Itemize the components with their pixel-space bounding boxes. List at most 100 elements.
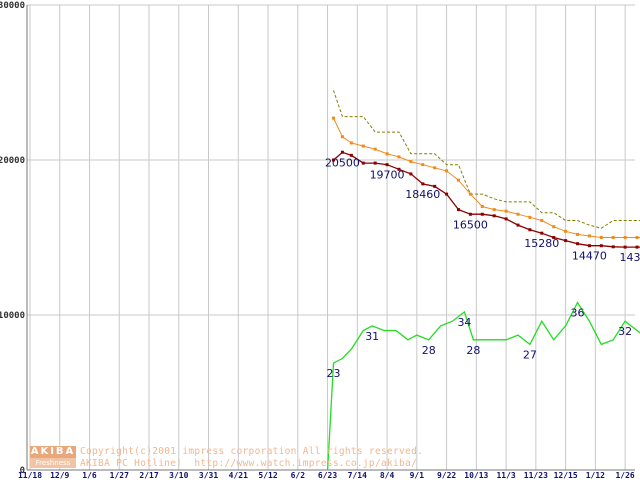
point-average: [385, 152, 389, 156]
y-tick-label: 10000: [0, 311, 25, 321]
series-lines: [326, 90, 640, 471]
point-average: [332, 116, 336, 120]
y-tick-label: 0: [20, 466, 25, 476]
point-min: [397, 167, 401, 171]
data-label: 31: [365, 330, 379, 343]
point-average: [504, 209, 508, 213]
point-min: [385, 163, 389, 167]
x-tick-label: 5/12: [258, 471, 277, 480]
point-average: [397, 155, 401, 159]
x-tick-label: 2/17: [139, 471, 158, 480]
point-min: [332, 158, 336, 162]
data-label: 28: [466, 344, 480, 357]
data-label: 19700: [370, 169, 405, 182]
point-min: [635, 245, 639, 249]
point-average: [599, 236, 603, 239]
point-average: [623, 236, 627, 239]
point-min: [409, 172, 413, 176]
x-axis-ticks: 11/18 12/9 1/6 1/27 2/17 3/10 3/31 4/21 5/12 6/2 6…: [18, 471, 635, 480]
point-average: [576, 232, 580, 236]
x-tick-label: 6/2: [291, 471, 306, 480]
point-min: [468, 212, 472, 216]
data-label: 16500: [453, 218, 488, 231]
x-tick-label: 9/22: [437, 471, 456, 480]
point-average: [516, 212, 520, 216]
logo-top-text: AKIBA: [30, 446, 76, 458]
point-average: [587, 234, 591, 238]
x-tick-label: 1/6: [82, 471, 97, 480]
data-label: 23: [327, 367, 341, 380]
x-tick-label: 9/1: [410, 471, 425, 480]
data-label: 20500: [325, 156, 360, 169]
point-average: [373, 147, 377, 151]
point-average: [528, 215, 532, 219]
data-label: 27: [523, 348, 537, 361]
point-min: [504, 217, 508, 221]
point-average: [409, 160, 413, 164]
data-label: 15280: [524, 237, 559, 250]
point-average: [421, 163, 425, 167]
y-axis-ticks: 0 10000 20000 30000: [0, 1, 25, 476]
series-line-count: [326, 301, 640, 471]
x-tick-label: 8/4: [380, 471, 395, 480]
copyright-line-2: AKIBA PC Hotline! http://www.watch.impre…: [80, 458, 418, 469]
point-min: [611, 245, 615, 249]
data-label: 28: [422, 344, 436, 357]
point-average: [456, 178, 460, 182]
point-average: [433, 166, 437, 170]
point-min: [421, 182, 425, 186]
x-tick-label: 11/23: [524, 471, 548, 480]
x-tick-label: 11/3: [496, 471, 515, 480]
data-label: 34: [457, 316, 471, 329]
point-average: [492, 208, 496, 212]
x-tick-label: 1/12: [586, 471, 605, 480]
point-min: [623, 245, 627, 249]
point-min: [564, 239, 568, 243]
y-tick-label: 20000: [0, 156, 25, 166]
data-label: 32: [618, 325, 632, 338]
x-tick-label: 3/31: [199, 471, 218, 480]
point-average: [540, 218, 544, 222]
point-average: [611, 236, 615, 239]
point-min: [587, 244, 591, 248]
x-tick-label: 6/23: [318, 471, 337, 480]
data-label: 14380: [620, 251, 640, 264]
x-tick-label: 3/10: [169, 471, 188, 480]
point-min: [576, 242, 580, 246]
data-label: 36: [571, 307, 585, 320]
point-average: [468, 192, 472, 196]
x-tick-label: 1/26: [615, 471, 634, 480]
axes: [26, 5, 635, 471]
point-min: [480, 212, 484, 216]
data-label: 14470: [572, 250, 607, 263]
series-line-average: [333, 117, 640, 238]
point-average: [361, 144, 365, 148]
copyright-line-1: Copyright(c)2001 impress corporation All…: [80, 446, 424, 457]
point-average: [635, 236, 639, 239]
x-tick-label: 11/18: [18, 471, 42, 480]
point-min: [528, 228, 532, 232]
x-tick-label: 4/21: [229, 471, 248, 480]
point-average: [480, 205, 484, 208]
point-min: [373, 161, 377, 165]
point-min: [433, 184, 437, 188]
logo-bottom-text: Freshness: [30, 458, 76, 468]
x-tick-label: 1/27: [110, 471, 129, 480]
data-label: 18460: [405, 188, 440, 201]
akiba-logo: AKIBA Freshness: [30, 446, 76, 468]
point-min: [540, 231, 544, 235]
point-min: [445, 192, 449, 196]
point-min: [516, 223, 520, 227]
y-tick-label: 30000: [0, 1, 25, 11]
point-average: [445, 169, 449, 173]
point-min: [340, 150, 344, 154]
point-average: [340, 135, 344, 139]
point-average: [349, 141, 353, 145]
point-min: [552, 236, 556, 239]
point-average: [552, 225, 556, 229]
point-min: [456, 208, 460, 212]
point-min: [492, 214, 496, 218]
x-tick-label: 7/14: [348, 471, 367, 480]
